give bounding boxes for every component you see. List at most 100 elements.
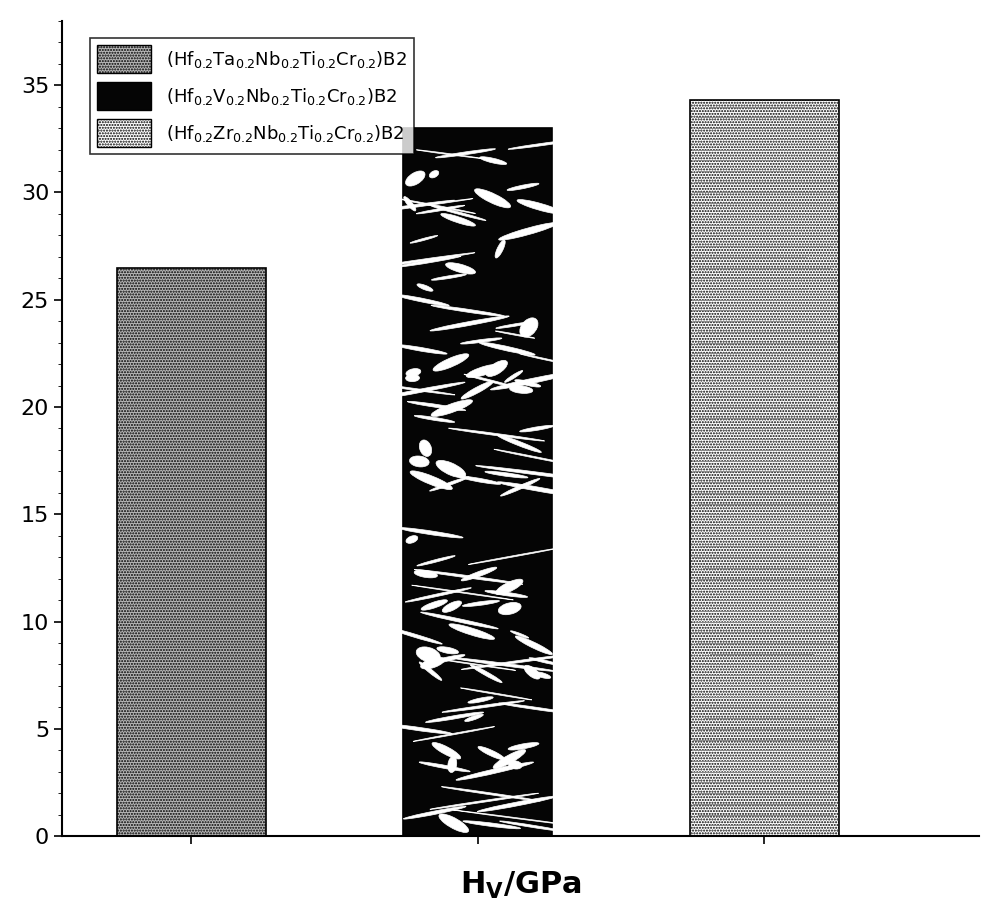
Ellipse shape — [517, 199, 563, 214]
Ellipse shape — [417, 284, 433, 291]
Ellipse shape — [421, 612, 498, 629]
Ellipse shape — [406, 171, 425, 186]
Ellipse shape — [510, 385, 533, 394]
Ellipse shape — [466, 364, 501, 377]
Ellipse shape — [468, 549, 558, 564]
Ellipse shape — [442, 601, 462, 612]
Ellipse shape — [436, 148, 495, 158]
Ellipse shape — [498, 602, 521, 615]
Ellipse shape — [475, 189, 511, 207]
Ellipse shape — [416, 149, 482, 159]
Ellipse shape — [436, 460, 466, 478]
Ellipse shape — [414, 415, 455, 422]
Ellipse shape — [499, 703, 573, 714]
Ellipse shape — [479, 342, 535, 355]
Ellipse shape — [534, 672, 551, 679]
Ellipse shape — [405, 587, 471, 602]
Ellipse shape — [406, 374, 420, 382]
Ellipse shape — [461, 654, 579, 669]
Ellipse shape — [480, 157, 507, 164]
Ellipse shape — [507, 183, 539, 191]
Ellipse shape — [422, 655, 465, 666]
Ellipse shape — [396, 256, 461, 267]
Bar — [403, 128, 552, 836]
Ellipse shape — [417, 556, 455, 566]
Ellipse shape — [510, 631, 529, 638]
Ellipse shape — [430, 793, 539, 810]
Bar — [117, 267, 266, 836]
Legend: (Hf$_{0.2}$Ta$_{0.2}$Nb$_{0.2}$Ti$_{0.2}$Cr$_{0.2}$)B2, (Hf$_{0.2}$V$_{0.2}$Nb$_: (Hf$_{0.2}$Ta$_{0.2}$Nb$_{0.2}$Ti$_{0.2}… — [90, 38, 414, 154]
Ellipse shape — [398, 527, 463, 538]
Ellipse shape — [496, 579, 523, 595]
Ellipse shape — [429, 171, 439, 178]
Ellipse shape — [499, 222, 558, 240]
Ellipse shape — [438, 659, 516, 670]
Ellipse shape — [419, 662, 442, 680]
Ellipse shape — [432, 742, 461, 759]
Ellipse shape — [520, 425, 554, 431]
Ellipse shape — [509, 761, 522, 769]
Ellipse shape — [476, 466, 601, 482]
Ellipse shape — [461, 567, 497, 581]
Ellipse shape — [463, 821, 521, 829]
Ellipse shape — [500, 821, 563, 832]
Ellipse shape — [421, 599, 447, 610]
Ellipse shape — [500, 479, 540, 496]
Ellipse shape — [410, 235, 438, 243]
Ellipse shape — [485, 590, 528, 597]
Ellipse shape — [414, 570, 437, 578]
Ellipse shape — [468, 697, 493, 703]
Ellipse shape — [459, 476, 501, 484]
Ellipse shape — [403, 807, 466, 819]
Ellipse shape — [431, 400, 473, 417]
Ellipse shape — [497, 482, 582, 497]
Ellipse shape — [359, 253, 475, 269]
Ellipse shape — [430, 477, 469, 491]
Ellipse shape — [449, 624, 495, 640]
Ellipse shape — [384, 724, 452, 734]
Ellipse shape — [520, 318, 538, 337]
Ellipse shape — [439, 814, 469, 833]
X-axis label: $\mathbf{H_{V}/GPa}$: $\mathbf{H_{V}/GPa}$ — [460, 870, 582, 901]
Ellipse shape — [373, 384, 455, 395]
Ellipse shape — [494, 449, 574, 466]
Ellipse shape — [437, 646, 458, 654]
Ellipse shape — [520, 354, 565, 363]
Bar — [690, 100, 839, 836]
Ellipse shape — [505, 371, 523, 383]
Ellipse shape — [486, 361, 507, 376]
Ellipse shape — [419, 762, 470, 772]
Ellipse shape — [450, 657, 556, 671]
Ellipse shape — [495, 240, 505, 258]
Ellipse shape — [410, 471, 452, 490]
Ellipse shape — [416, 647, 440, 662]
Ellipse shape — [461, 381, 493, 399]
Ellipse shape — [442, 701, 524, 713]
Ellipse shape — [446, 263, 476, 274]
Ellipse shape — [419, 440, 432, 456]
Ellipse shape — [416, 206, 465, 214]
Ellipse shape — [409, 456, 429, 467]
Ellipse shape — [433, 354, 469, 371]
Ellipse shape — [508, 742, 539, 750]
Ellipse shape — [406, 536, 418, 543]
Ellipse shape — [365, 198, 473, 214]
Ellipse shape — [493, 750, 526, 769]
Ellipse shape — [508, 140, 576, 149]
Ellipse shape — [431, 206, 486, 220]
Ellipse shape — [430, 316, 509, 331]
Ellipse shape — [449, 428, 545, 441]
Ellipse shape — [495, 331, 535, 338]
Ellipse shape — [374, 382, 465, 400]
Ellipse shape — [395, 345, 447, 354]
Ellipse shape — [396, 294, 449, 306]
Ellipse shape — [464, 374, 519, 388]
Ellipse shape — [456, 762, 534, 780]
Ellipse shape — [496, 322, 534, 328]
Ellipse shape — [389, 628, 442, 644]
Ellipse shape — [426, 712, 484, 723]
Ellipse shape — [462, 600, 499, 607]
Ellipse shape — [515, 380, 541, 387]
Ellipse shape — [404, 196, 416, 211]
Ellipse shape — [470, 665, 502, 682]
